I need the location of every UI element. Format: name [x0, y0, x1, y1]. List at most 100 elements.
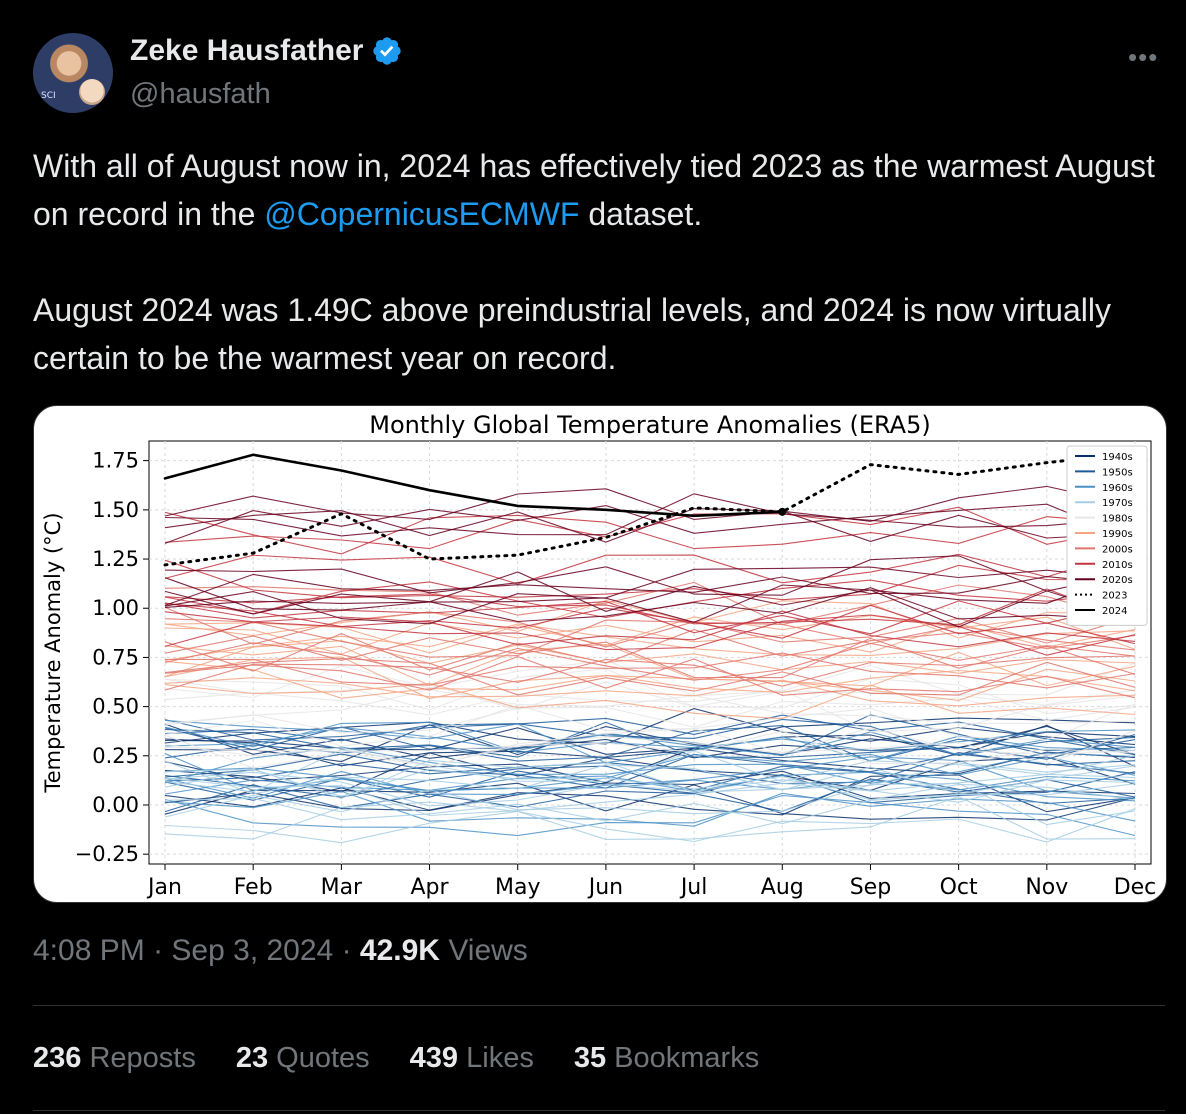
series-line-2020s	[164, 573, 1136, 606]
x-tick-label: Mar	[321, 875, 363, 900]
tweet-paragraph-2: August 2024 was 1.49C above preindustria…	[33, 292, 1111, 376]
series-line-2010s	[164, 511, 1136, 555]
series-line-2010s	[164, 548, 1136, 585]
tweet-date[interactable]: Sep 3, 2024	[171, 934, 334, 967]
reposts-count: 236	[33, 1042, 82, 1074]
legend-label: 2000s	[1102, 544, 1133, 555]
series-line-2010s	[164, 614, 1136, 656]
series-line-2020s	[164, 485, 1136, 522]
avatar[interactable]: SCI	[33, 33, 113, 113]
series-line-1970s	[164, 759, 1136, 800]
avatar-shirt-text: SCI	[41, 91, 56, 101]
author-name-text[interactable]: Zeke Hausfather	[130, 34, 364, 67]
likes-stat[interactable]: 439 Likes	[410, 1042, 534, 1075]
series-line-1970s	[164, 795, 1136, 840]
series-line-1980s	[164, 697, 1136, 734]
series-line-2020s	[164, 584, 1136, 628]
mention-link[interactable]: @CopernicusECMWF	[264, 196, 580, 232]
y-axis-label: Temperature Anomaly (°C)	[41, 512, 65, 793]
x-tick-label: Dec	[1114, 875, 1157, 900]
series-line-1980s	[164, 659, 1136, 699]
tweet-text-part: With all of August now in, 2024 has effe…	[33, 148, 1155, 232]
bookmarks-label: Bookmarks	[614, 1042, 760, 1074]
y-tick-label: −0.25	[75, 842, 139, 866]
tweet-media-chart[interactable]: −0.25 0.00 0.25 0.50 0.75 1.00 1.25 1.50 1.75 Jan…	[33, 405, 1167, 903]
author-handle[interactable]: @hausfath	[130, 78, 271, 110]
series-line-2023	[163, 451, 1137, 567]
series-line-1970s	[164, 771, 1136, 807]
series-line-2000s	[164, 655, 1136, 691]
series-line-1980s	[164, 668, 1136, 711]
series-line-1980s	[164, 689, 1136, 725]
legend-label: 1950s	[1102, 467, 1133, 478]
engagement-stats: 236 Reposts 23 Quotes 439 Likes 35 Bookm…	[33, 1042, 799, 1075]
series-line-1980s	[164, 730, 1136, 769]
bookmarks-stat[interactable]: 35 Bookmarks	[574, 1042, 759, 1075]
tweet-text: With all of August now in, 2024 has effe…	[33, 142, 1173, 382]
series-line-1970s	[164, 808, 1136, 844]
series-line-1950s	[164, 770, 1136, 804]
y-tick-label: 1.50	[92, 498, 139, 522]
legend-label: 2020s	[1102, 575, 1133, 586]
series-line-1970s	[164, 749, 1136, 793]
series-line-2020s	[164, 570, 1136, 612]
more-options-icon[interactable]: •••	[1128, 42, 1159, 72]
meta-separator: ·	[153, 934, 164, 967]
series-line-1990s	[164, 614, 1136, 654]
chart-title: Monthly Global Temperature Anomalies (ER…	[369, 411, 930, 439]
x-tick-label: Nov	[1025, 875, 1068, 900]
reposts-label: Reposts	[89, 1042, 196, 1074]
divider	[33, 1005, 1165, 1006]
x-tick-label: May	[495, 875, 540, 900]
tweet-paragraph-1: With all of August now in, 2024 has effe…	[33, 142, 1173, 238]
y-tick-label: 1.25	[92, 547, 139, 571]
meta-separator: ·	[341, 934, 352, 967]
series-line-2020s	[164, 503, 1136, 544]
series-line-1970s	[164, 782, 1136, 826]
series-line-2020s	[164, 555, 1136, 596]
x-tick-label: Sep	[850, 875, 891, 900]
series-line-2010s	[164, 559, 1136, 601]
legend-label: 2010s	[1102, 560, 1133, 571]
series-line-1990s	[164, 656, 1136, 700]
aug-2024-marker	[778, 507, 787, 516]
likes-label: Likes	[466, 1042, 534, 1074]
series-line-1960s	[164, 794, 1136, 837]
series-line-2000s	[164, 629, 1136, 672]
series-line-2010s	[164, 603, 1136, 645]
x-tick-label: Jul	[679, 875, 708, 900]
series-line-1980s	[164, 728, 1136, 768]
series-line-1950s	[164, 714, 1136, 756]
series-line-1980s	[164, 703, 1136, 747]
reposts-stat[interactable]: 236 Reposts	[33, 1042, 196, 1075]
quotes-label: Quotes	[276, 1042, 370, 1074]
series-line-1960s	[164, 721, 1136, 753]
series-line-1990s	[164, 660, 1136, 701]
tweet-meta: 4:08 PM · Sep 3, 2024 · 42.9K Views	[33, 934, 528, 968]
views-count: 42.9K	[359, 934, 440, 967]
temperature-chart: −0.25 0.00 0.25 0.50 0.75 1.00 1.25 1.50 1.75 Jan…	[41, 411, 1157, 900]
legend-label: 2023	[1102, 591, 1127, 602]
tweet-time[interactable]: 4:08 PM	[33, 934, 145, 967]
x-tick-label: Apr	[411, 875, 450, 900]
series-line-2020s	[164, 566, 1136, 608]
series-line-2010s	[164, 600, 1136, 635]
avatar-baby	[79, 79, 105, 105]
legend-label: 1990s	[1102, 529, 1133, 540]
y-tick-label: 1.00	[92, 596, 139, 620]
legend-box	[1066, 445, 1148, 626]
series-line-2020s	[164, 493, 1136, 537]
x-tick-label: Jan	[146, 875, 182, 900]
tweet-text-part: dataset.	[579, 196, 703, 232]
x-tick-label: Feb	[234, 875, 273, 900]
quotes-count: 23	[235, 1042, 269, 1074]
series-line-2000s	[164, 581, 1136, 626]
verified-badge-icon	[373, 37, 402, 65]
divider	[33, 1110, 1165, 1111]
views-label: Views	[448, 934, 528, 967]
series-line-1990s	[164, 682, 1136, 720]
quotes-stat[interactable]: 23 Quotes	[236, 1042, 370, 1075]
series-line-2024	[163, 453, 784, 518]
likes-count: 439	[409, 1042, 459, 1074]
author-name[interactable]: Zeke Hausfather	[130, 34, 403, 68]
